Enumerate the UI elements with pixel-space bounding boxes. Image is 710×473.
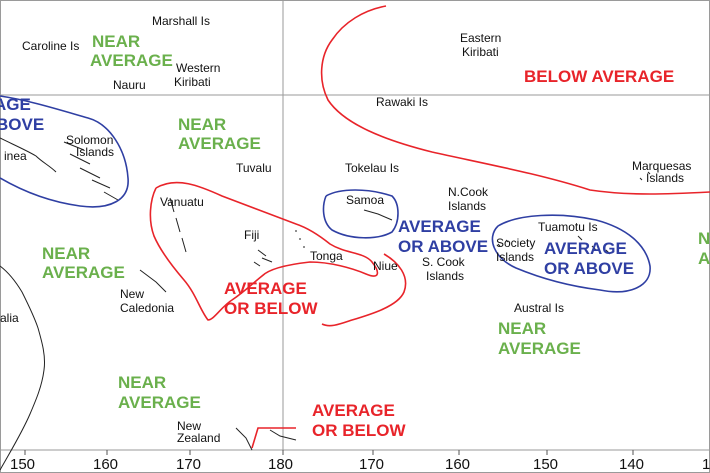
new-caledonia (139, 269, 167, 293)
place-new-zealand-2: Zealand (177, 431, 220, 445)
x-tick-label: 160 (445, 456, 470, 473)
zone-boundary-below-vanuatu (149, 181, 379, 321)
australia-coast (0, 265, 45, 471)
zone-label-near: NEAR (118, 373, 166, 392)
new-zealand (235, 427, 297, 451)
zone-boundary-below-east (320, 5, 710, 195)
zone-boundary-above-society (491, 214, 651, 293)
zone-label-near: A (698, 249, 710, 268)
zone-boundary-above-west (0, 95, 129, 208)
place-marshall: Marshall Is (152, 14, 210, 28)
zone-label-near: AVERAGE (42, 263, 125, 282)
place-eastern-kiribati: Eastern (460, 31, 501, 45)
x-tick-label: 1 (702, 456, 710, 473)
new-guinea-coast (0, 137, 57, 173)
x-tick-marks (24, 450, 634, 455)
place-western-kiribati-2: Kiribati (174, 75, 211, 89)
x-tick-label: 180 (268, 456, 293, 473)
zone-label-near: AVERAGE (118, 393, 201, 412)
zone-label-average-or-below: AVERAGE (224, 279, 307, 298)
place-solomon-2: Islands (76, 145, 114, 159)
place-society: Society (496, 236, 535, 250)
zone-boundary-below-south (321, 253, 407, 327)
zone-label-average-or-below: AVERAGE (312, 401, 395, 420)
fiji-islands (253, 249, 273, 267)
place-fiji: Fiji (244, 228, 259, 242)
zone-label-near: NEAR (178, 115, 226, 134)
marquesas-islands (639, 171, 651, 181)
place-new-zealand: New (177, 419, 201, 433)
zone-labels: NEAR AVERAGE AGE BOVE NEAR AVERAGE BELOW… (0, 32, 710, 440)
place-ncook: N.Cook (448, 185, 489, 199)
place-new-guinea: inea (4, 149, 27, 163)
vanuatu-islands (169, 197, 187, 253)
zone-label-near: AVERAGE (498, 339, 581, 358)
zone-label-near: AVERAGE (178, 134, 261, 153)
place-new-caledonia: New (120, 287, 144, 301)
place-solomon: Solomon (66, 133, 113, 147)
tuamotu-islands (577, 235, 611, 255)
zone-boundary-below-nz (251, 427, 296, 449)
place-tuvalu: Tuvalu (236, 161, 272, 175)
zone-label-average-or-above: OR ABOVE (544, 259, 634, 278)
place-scook-2: Islands (426, 269, 464, 283)
place-society-2: Islands (496, 250, 534, 264)
samoa-islands (363, 209, 393, 221)
place-nauru: Nauru (113, 78, 146, 92)
zone-label-average-or-below: OR BELOW (312, 421, 406, 440)
x-tick-label: 150 (533, 456, 558, 473)
place-austral: Austral Is (514, 301, 564, 315)
place-western-kiribati: Western (176, 61, 220, 75)
zone-label-near: AVERAGE (90, 51, 173, 70)
x-tick-label: 140 (619, 456, 644, 473)
zone-label-below: BELOW AVERAGE (524, 67, 674, 86)
x-tick-label: 170 (359, 456, 384, 473)
x-tick-label: 160 (93, 456, 118, 473)
place-samoa: Samoa (346, 193, 384, 207)
tonga-islands (295, 230, 305, 248)
zone-label-average-or-above: AVERAGE (544, 239, 627, 258)
place-vanuatu: Vanuatu (160, 195, 204, 209)
place-ncook-2: Islands (448, 199, 486, 213)
place-new-caledonia-2: Caledonia (120, 301, 174, 315)
zone-label-near: NEAR (92, 32, 140, 51)
place-marquesas: Marquesas (632, 159, 691, 173)
place-tokelau: Tokelau Is (345, 161, 399, 175)
zone-label-average-or-above: OR ABOVE (398, 237, 488, 256)
zone-label-near: NEAR (498, 319, 546, 338)
place-rawaki: Rawaki Is (376, 95, 428, 109)
zone-label-above: BOVE (0, 115, 44, 134)
zone-label-above: AGE (0, 95, 31, 114)
land-features (0, 137, 651, 471)
zone-boundary-above-samoa (322, 189, 399, 239)
place-labels: Marshall Is Caroline Is Nauru Western Ki… (0, 14, 691, 445)
zone-label-average-or-above: AVERAGE (398, 217, 481, 236)
x-axis-labels: 150 160 170 180 170 160 150 140 1 (10, 456, 710, 473)
place-tuamotu: Tuamotu Is (538, 220, 598, 234)
place-tonga: Tonga (310, 249, 343, 263)
place-marquesas-2: Islands (646, 171, 684, 185)
zone-label-near: N (698, 229, 710, 248)
place-caroline: Caroline Is (22, 39, 79, 53)
place-eastern-kiribati-2: Kiribati (462, 45, 499, 59)
solomon-islands (63, 141, 119, 201)
place-niue: Niue (373, 259, 398, 273)
society-islands (497, 239, 509, 247)
x-tick-label: 150 (10, 456, 35, 473)
place-scook: S. Cook (422, 255, 466, 269)
place-australia: alia (0, 311, 19, 325)
x-tick-label: 170 (176, 456, 201, 473)
zone-label-average-or-below: OR BELOW (224, 299, 318, 318)
zone-label-near: NEAR (42, 244, 90, 263)
